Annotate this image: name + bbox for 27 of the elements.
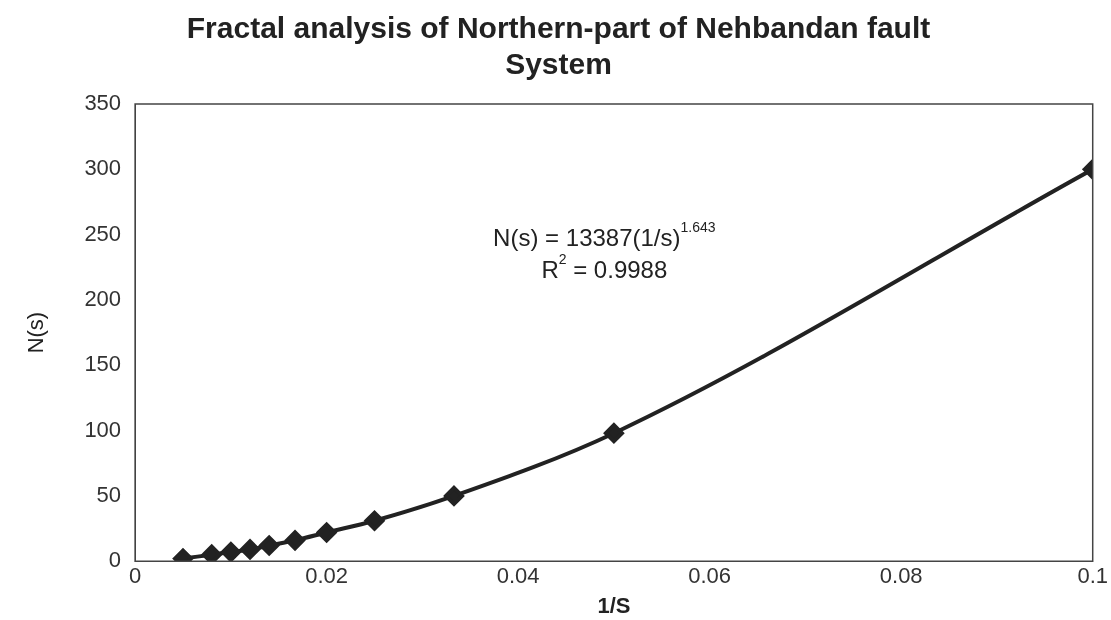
point <box>316 522 337 543</box>
x-tick-label: 0.04 <box>496 563 540 589</box>
x-tick-label: 0 <box>128 563 142 589</box>
point <box>220 542 241 562</box>
x-axis-title: 1/S <box>597 592 631 618</box>
point <box>364 510 385 531</box>
x-tick-label: 0.08 <box>879 563 923 589</box>
point <box>259 535 280 556</box>
text: Fractal analysis of Northern-part of Nehbandan fault <box>186 11 931 45</box>
x-tick-label: 0.06 <box>688 563 732 589</box>
y-tick-label: 300 <box>84 155 122 181</box>
x-tick-label: 0.02 <box>305 563 349 589</box>
y-tick-label: 50 <box>96 481 122 507</box>
point <box>240 539 261 560</box>
point <box>201 544 222 562</box>
y-tick-label: 250 <box>84 220 122 246</box>
y-axis-title: N(s) <box>23 311 49 354</box>
x-tick-label: 0.1 <box>1077 563 1109 589</box>
text: System <box>505 47 612 81</box>
point <box>443 485 464 506</box>
y-tick-label: 0 <box>108 547 122 573</box>
y-tick-label: 350 <box>84 90 122 116</box>
point <box>285 530 306 551</box>
y-tick-label: 150 <box>84 351 122 377</box>
y-tick-label: 200 <box>84 286 122 312</box>
point <box>603 423 624 444</box>
y-tick-label: 100 <box>84 416 122 442</box>
